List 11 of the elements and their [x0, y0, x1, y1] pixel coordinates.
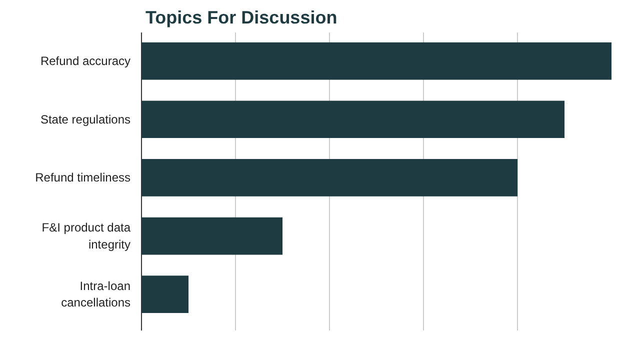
bar [142, 276, 188, 314]
bar [142, 217, 282, 255]
y-tick-label: F&I product data integrity [42, 220, 131, 252]
bar [142, 100, 564, 138]
chart-title: Topics For Discussion [146, 8, 338, 28]
y-tick-label: Refund timeliness [35, 170, 131, 185]
bar [142, 159, 518, 196]
y-tick-label: Refund accuracy [40, 54, 130, 68]
bar [142, 42, 612, 80]
y-tick-label: Intra-loan cancellations [61, 278, 131, 310]
y-tick-label: State regulations [40, 112, 131, 126]
